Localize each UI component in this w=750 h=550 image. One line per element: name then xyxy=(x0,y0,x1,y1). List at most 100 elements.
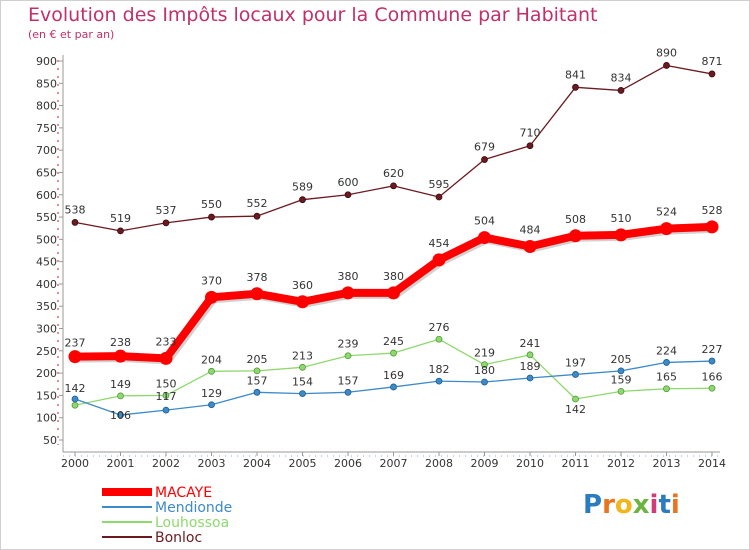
x-tick-label: 2001 xyxy=(107,457,135,470)
chart-title: Evolution des Impôts locaux pour la Comm… xyxy=(28,4,598,26)
data-label-louhossoa: 219 xyxy=(474,347,495,360)
series-bonloc-point xyxy=(253,212,261,220)
logo-letter: t xyxy=(658,490,671,520)
y-tick-label: 800 xyxy=(36,100,57,113)
logo-letter: P xyxy=(583,490,603,520)
series-macaye-point xyxy=(569,229,582,243)
series-macaye-point xyxy=(341,286,355,300)
series-louhossoa-point xyxy=(208,367,215,375)
x-tick-label: 2014 xyxy=(698,457,726,470)
data-label-macaye: 360 xyxy=(292,279,313,292)
data-label-louhossoa: 165 xyxy=(656,371,677,384)
series-louhossoa-point xyxy=(71,401,79,409)
series-mendionde-point xyxy=(162,406,170,414)
y-tick-label: 250 xyxy=(36,345,57,358)
data-label-macaye: 237 xyxy=(65,337,86,350)
y-tick-label: 350 xyxy=(36,300,57,313)
data-label-mendionde: 117 xyxy=(156,390,177,403)
series-bonloc-point xyxy=(526,142,534,150)
series-bonloc-point xyxy=(299,196,306,204)
series-mendionde-point xyxy=(435,377,443,385)
data-label-mendionde: 189 xyxy=(520,360,541,373)
data-label-macaye: 233 xyxy=(156,335,177,348)
series-mendionde-point xyxy=(708,357,716,365)
data-label-louhossoa: 241 xyxy=(520,337,541,350)
series-louhossoa-point xyxy=(481,361,488,369)
data-label-louhossoa: 276 xyxy=(429,321,450,334)
data-label-macaye: 370 xyxy=(201,274,222,287)
series-mendionde-point xyxy=(71,395,79,403)
y-tick-label: 550 xyxy=(36,211,57,224)
data-label-mendionde: 169 xyxy=(383,369,404,382)
data-label-mendionde: 227 xyxy=(702,343,723,356)
series-mendionde-point xyxy=(390,383,397,391)
series-macaye-point xyxy=(250,287,264,301)
series-macaye-point xyxy=(478,231,491,245)
series-louhossoa-point xyxy=(572,395,579,403)
data-label-bonloc: 841 xyxy=(565,68,586,81)
proxiti-logo: Proxiti xyxy=(583,490,680,520)
series-bonloc-point xyxy=(208,213,215,221)
x-tick-label: 2008 xyxy=(425,457,453,470)
series-bonloc-point xyxy=(162,219,170,227)
data-label-macaye: 454 xyxy=(429,237,450,250)
data-label-louhossoa: 159 xyxy=(611,373,632,386)
y-tick-label: 700 xyxy=(36,144,57,157)
x-tick-label: 2011 xyxy=(562,457,590,470)
data-label-bonloc: 620 xyxy=(383,167,404,180)
series-mendionde-point xyxy=(299,390,306,398)
data-label-macaye: 238 xyxy=(110,336,131,349)
data-label-mendionde: 157 xyxy=(338,374,359,387)
data-label-bonloc: 871 xyxy=(702,55,723,68)
data-label-macaye: 524 xyxy=(656,206,677,219)
series-macaye-point xyxy=(296,295,309,309)
data-label-mendionde: 106 xyxy=(110,409,131,422)
series-bonloc-point xyxy=(435,193,443,201)
data-labels: 149 150 204 205 213 239 245 276 219 241 142 159 165 1… xyxy=(65,46,723,422)
y-tick-label: 750 xyxy=(36,122,57,135)
data-label-bonloc: 710 xyxy=(520,127,541,140)
series-bonloc-point xyxy=(663,62,670,69)
x-tick-label: 2007 xyxy=(380,457,408,470)
legend-label-bonloc: Bonloc xyxy=(155,530,202,546)
data-label-bonloc: 550 xyxy=(201,198,222,211)
logo-letter: o xyxy=(614,490,633,520)
x-tick-label: 2000 xyxy=(61,457,89,470)
series-louhossoa-point xyxy=(117,392,124,400)
series-mendionde-point xyxy=(526,374,534,382)
data-label-bonloc: 834 xyxy=(611,71,632,84)
y-tick-label: 150 xyxy=(36,389,57,402)
x-tick-label: 2009 xyxy=(471,457,499,470)
data-label-louhossoa: 205 xyxy=(247,353,268,366)
data-label-macaye: 380 xyxy=(383,270,404,283)
data-label-bonloc: 589 xyxy=(292,181,313,194)
data-label-louhossoa: 142 xyxy=(565,403,586,416)
data-label-bonloc: 679 xyxy=(474,141,495,154)
series-mendionde-point xyxy=(617,367,625,375)
series-macaye-point xyxy=(159,351,173,365)
data-label-bonloc: 519 xyxy=(110,212,131,225)
series-louhossoa-point xyxy=(162,392,170,399)
series-mendionde-point xyxy=(253,388,261,396)
x-tick-label: 2003 xyxy=(198,457,226,470)
x-tick-label: 2013 xyxy=(653,457,681,470)
data-label-mendionde: 142 xyxy=(65,382,86,395)
series-bonloc-point xyxy=(708,70,716,78)
series-macaye-point xyxy=(705,220,719,234)
series-macaye-point xyxy=(432,253,446,267)
series-bonloc-point xyxy=(390,182,397,190)
y-tick-label: 650 xyxy=(36,166,57,179)
series-louhossoa-point xyxy=(390,349,397,357)
series-macaye-point xyxy=(387,286,400,300)
series-mendionde-point xyxy=(117,411,124,419)
data-label-mendionde: 182 xyxy=(429,363,450,376)
logo-letter: i xyxy=(649,490,659,520)
data-label-macaye: 508 xyxy=(565,213,586,226)
data-label-bonloc: 538 xyxy=(65,203,86,216)
series-bonloc-point xyxy=(344,191,352,199)
data-label-louhossoa: 213 xyxy=(292,349,313,362)
data-label-bonloc: 537 xyxy=(156,204,177,217)
series-louhossoa-point xyxy=(663,385,670,393)
data-label-mendionde: 224 xyxy=(656,344,677,357)
